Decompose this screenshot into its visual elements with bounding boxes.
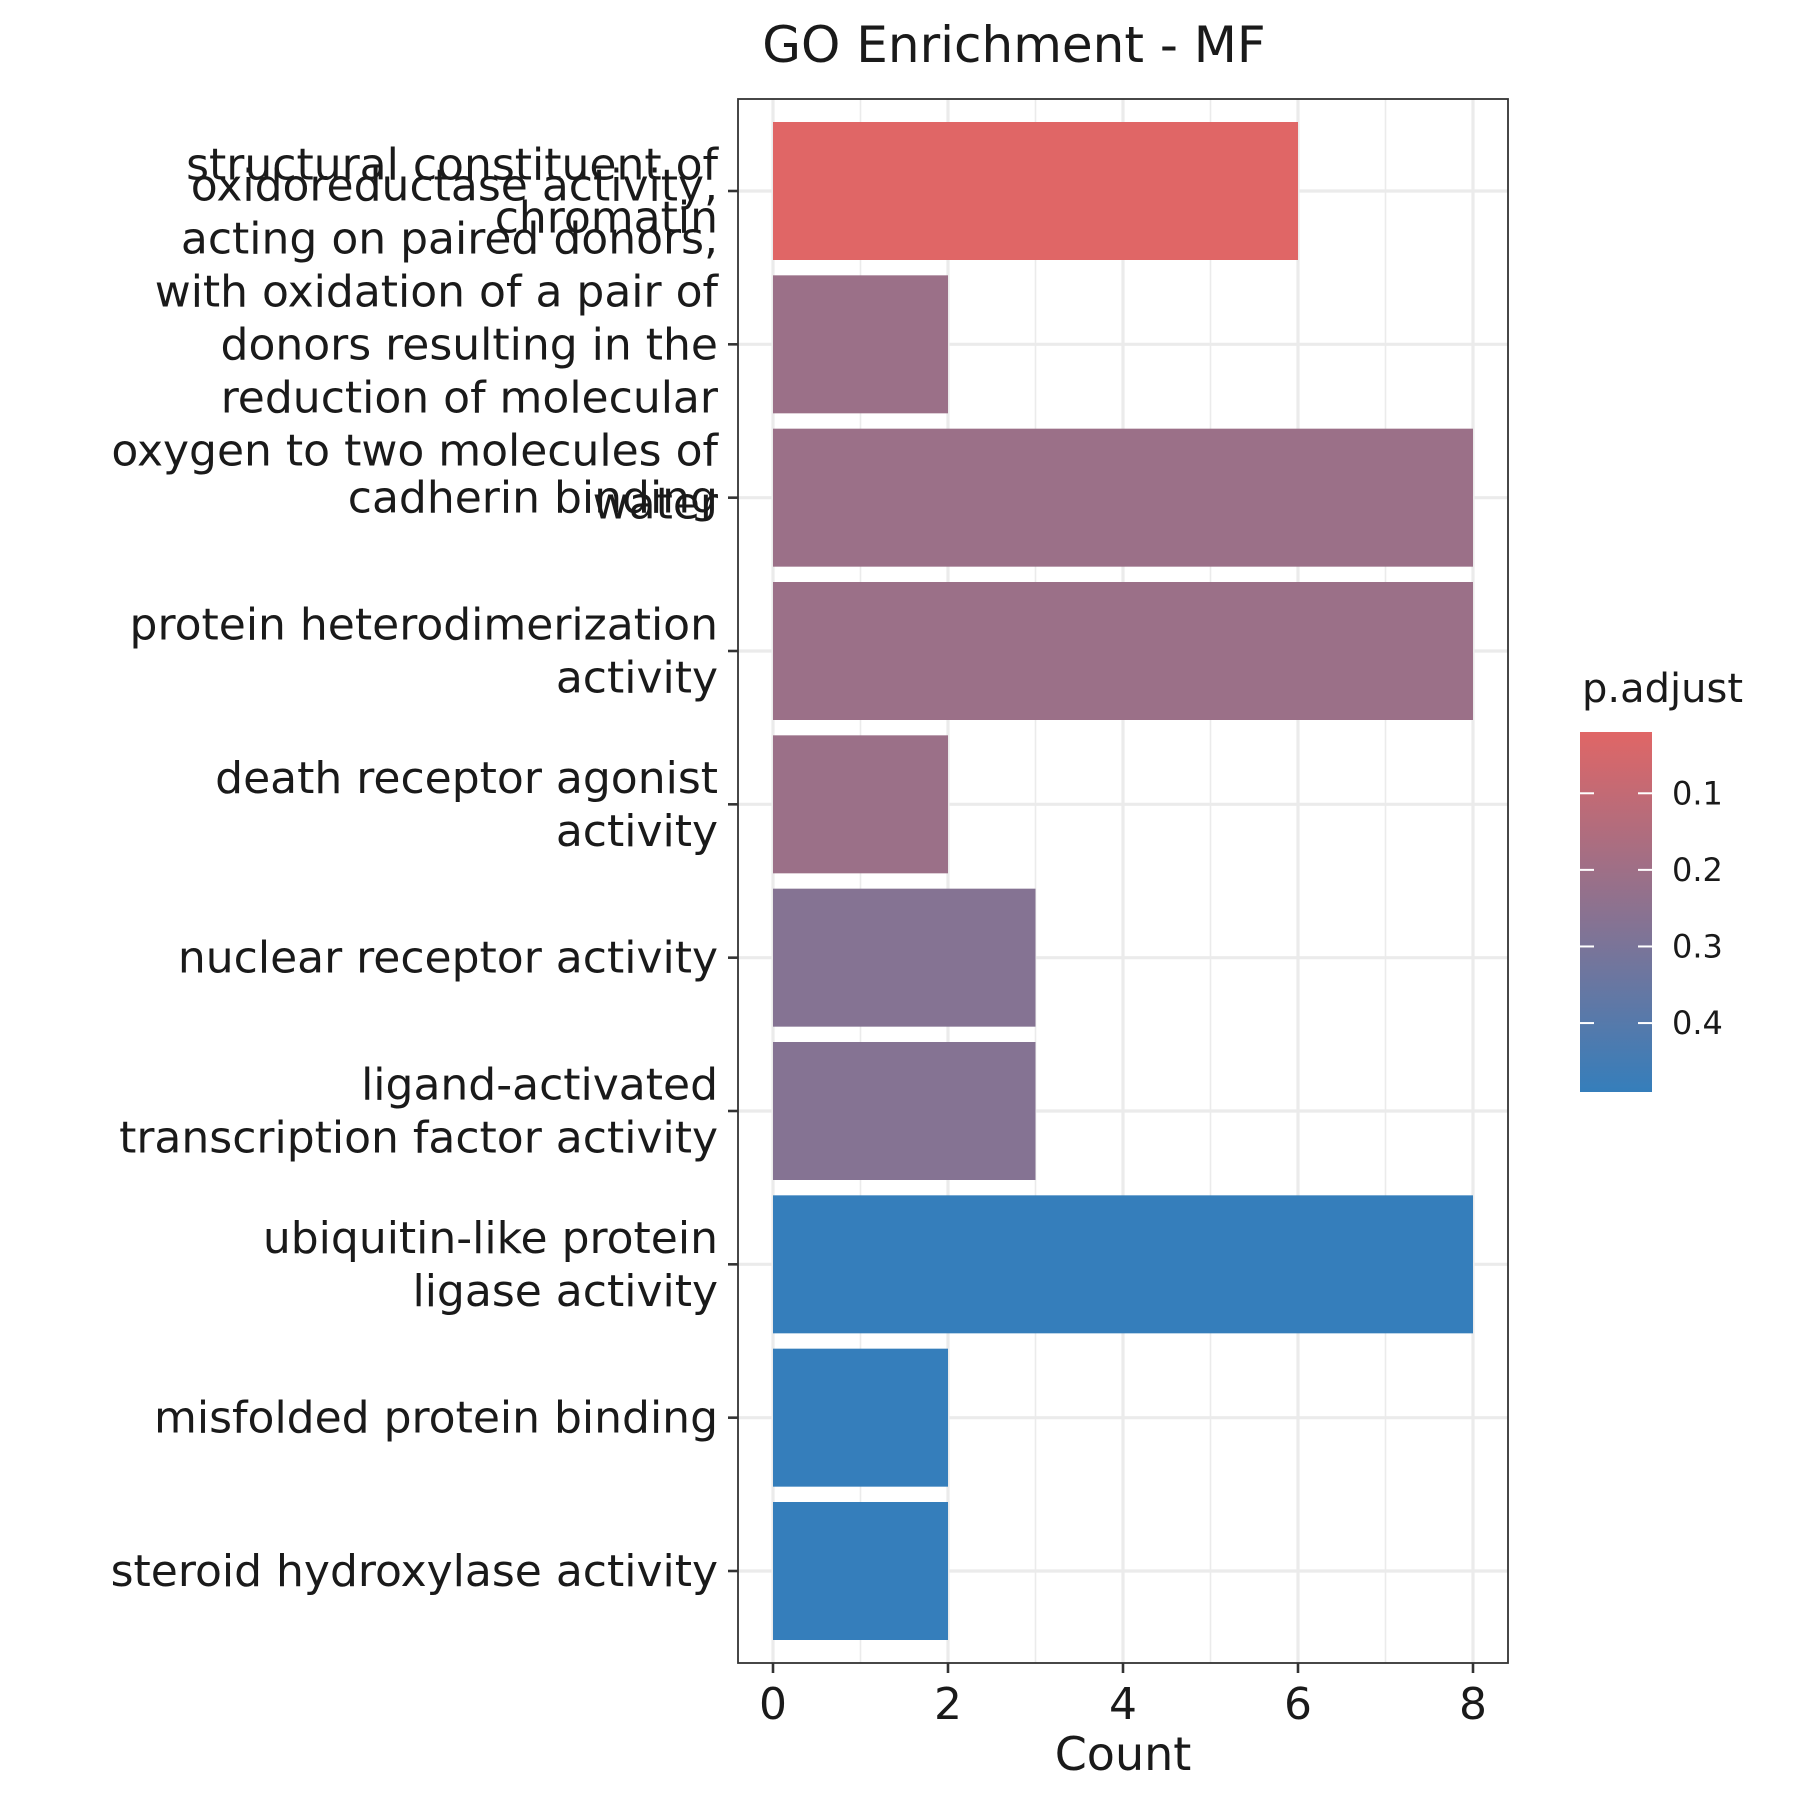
y-tick-label: structural constituent of chromatin	[186, 140, 719, 244]
chart-title: GO Enrichment - MF	[762, 16, 1265, 74]
y-tick-label: ligand-activated transcription factor act…	[119, 1060, 718, 1164]
legend-tick-label: 0.2	[1672, 851, 1723, 889]
legend-title: p.adjust	[1582, 666, 1743, 712]
bars	[773, 122, 1473, 1640]
y-tick-label: protein heterodimerization activity	[130, 600, 718, 704]
x-tick-label: 6	[1284, 1679, 1312, 1730]
legend-tick-label: 0.1	[1672, 774, 1723, 812]
legend: p.adjust 0.1 0.2 0.3 0.4	[1580, 666, 1743, 1092]
x-axis: 0 2 4 6 8	[759, 1663, 1487, 1730]
bar	[773, 1348, 948, 1487]
bar	[773, 1195, 1473, 1334]
y-tick-label: ubiquitin-like protein ligase activity	[263, 1213, 718, 1317]
bar	[773, 1042, 1036, 1180]
bar	[773, 275, 948, 414]
y-tick-label: cadherin binding	[348, 473, 718, 524]
bar	[773, 888, 1036, 1027]
x-tick-label: 2	[934, 1679, 962, 1730]
y-tick-label: oxidoreductase activity, acting on paired…	[111, 160, 719, 529]
legend-ticks: 0.1 0.2 0.3 0.4	[1580, 774, 1723, 1042]
bar	[773, 1502, 948, 1640]
y-tick-label: misfolded protein binding	[154, 1393, 718, 1444]
y-tick-label: steroid hydroxylase activity	[111, 1546, 718, 1597]
bar	[773, 122, 1298, 260]
x-tick-label: 8	[1459, 1679, 1487, 1730]
bar	[773, 735, 948, 874]
y-tick-label: nuclear receptor activity	[178, 933, 718, 984]
y-tick-label: death receptor agonist activity	[215, 753, 718, 857]
y-axis: structural constituent of chromatinoxidor…	[111, 140, 738, 1597]
x-tick-label: 0	[759, 1679, 787, 1730]
legend-tick-label: 0.3	[1672, 927, 1723, 965]
legend-colorbar	[1580, 732, 1652, 1092]
bar	[773, 582, 1473, 720]
legend-tick-label: 0.4	[1672, 1004, 1723, 1042]
bar	[773, 428, 1473, 567]
x-tick-label: 4	[1109, 1679, 1137, 1730]
x-axis-label: Count	[1055, 1727, 1192, 1781]
